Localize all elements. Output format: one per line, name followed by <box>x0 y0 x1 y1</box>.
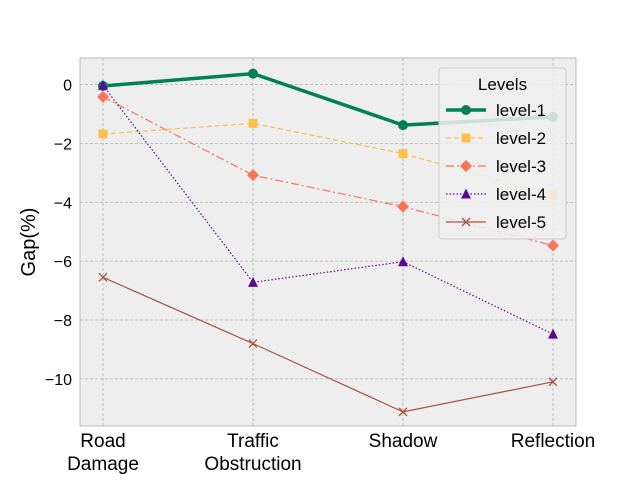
plot-frame <box>79 57 577 427</box>
y-tick-labels: 0 −2 −4 −6 −8 −10 <box>45 77 72 388</box>
data-point <box>547 239 559 252</box>
x-tick-labels: Road Damage Traffic Obstruction Shadow Reflec… <box>67 431 595 475</box>
x-tick-label: Traffic Obstruction <box>204 431 301 475</box>
series-level-3 <box>97 90 559 252</box>
legend-swatch-marker <box>461 133 471 143</box>
y-tick-label: −10 <box>45 372 72 389</box>
x-tick-label: Road Damage <box>67 431 139 475</box>
x-tick-label-line: Damage <box>67 454 139 475</box>
series-lines <box>97 68 559 417</box>
legend-swatch-marker <box>461 105 471 115</box>
legend-label: level-1 <box>496 101 546 120</box>
legend-label: level-3 <box>496 157 546 176</box>
series-line <box>102 96 554 247</box>
data-point <box>247 169 259 182</box>
data-point <box>397 200 409 213</box>
x-tick-label-line: Road <box>80 431 125 452</box>
series-line <box>102 85 554 335</box>
data-point <box>248 276 258 287</box>
data-point <box>248 68 258 79</box>
y-tick-label: −8 <box>54 313 72 330</box>
y-tick-label: −4 <box>54 195 72 212</box>
legend-label: level-5 <box>496 213 546 232</box>
data-point <box>98 79 108 90</box>
legend-item: level-1 <box>446 101 546 120</box>
data-point <box>398 256 408 267</box>
legend-item: level-2 <box>446 129 546 148</box>
series-level-4 <box>98 79 558 339</box>
y-tick-label: −2 <box>54 136 72 153</box>
data-point <box>548 328 558 339</box>
data-point <box>97 90 109 103</box>
legend-item: level-4 <box>446 185 546 204</box>
data-point <box>398 407 408 417</box>
data-point <box>398 149 408 159</box>
y-axis-label: Gap(%) <box>18 208 40 277</box>
legend-swatch-marker <box>460 160 472 172</box>
series-level-5 <box>98 272 558 417</box>
y-tick-label: 0 <box>63 77 72 94</box>
data-point <box>248 118 258 128</box>
grid <box>80 58 576 426</box>
legend-label: level-2 <box>496 129 546 148</box>
legend: Levels level-1 level-2 level-3 level-4 level-… <box>438 67 567 240</box>
data-point <box>248 339 258 349</box>
data-point <box>398 120 408 131</box>
x-tick-label-line: Traffic <box>227 431 279 452</box>
y-tick-label: −6 <box>54 254 72 271</box>
series-line <box>102 122 554 196</box>
data-point <box>548 377 558 387</box>
legend-item: level-5 <box>446 213 546 232</box>
data-point <box>98 129 108 139</box>
x-tick-label-line: Shadow <box>369 431 438 452</box>
legend-swatch-marker <box>461 217 471 227</box>
data-point <box>98 272 108 282</box>
x-tick-label-line: Reflection <box>511 431 596 452</box>
x-tick-label: Shadow <box>369 431 438 452</box>
legend-title: Levels <box>478 75 527 94</box>
series-line <box>102 276 554 413</box>
x-tick-label-line: Obstruction <box>204 454 301 475</box>
legend-item: level-3 <box>446 157 546 176</box>
legend-swatch-marker <box>461 188 471 199</box>
x-tick-label: Reflection <box>511 431 596 452</box>
legend-label: level-4 <box>496 185 546 204</box>
